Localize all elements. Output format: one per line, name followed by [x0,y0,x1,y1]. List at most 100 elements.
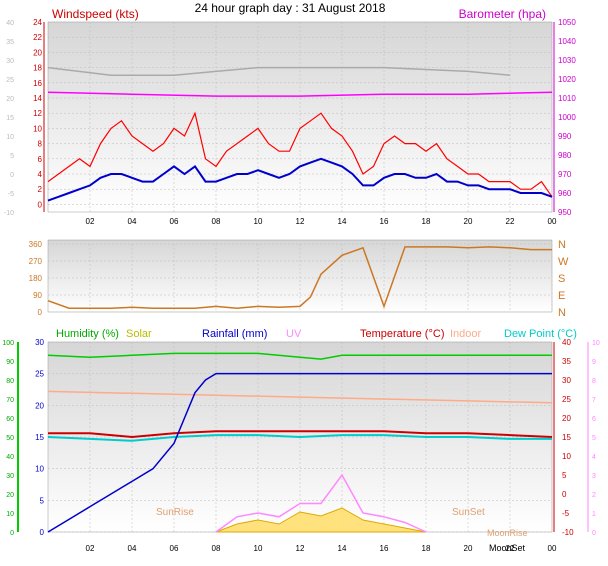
rain-tick-label: 0 [40,528,45,537]
wind-x-tick-label: 18 [422,217,431,226]
legend-entry: Indoor [450,328,482,340]
temperature-tick-label: 10 [562,452,571,461]
climate-x-tick-label: 08 [212,544,221,553]
humidity-tick-label: 70 [6,397,14,404]
barometer-tick-label: 990 [558,132,572,141]
compass-label: N [558,307,566,319]
wind-x-tick-label: 02 [86,217,95,226]
barometer-tick-label: 1040 [558,37,576,46]
moonset-label: MoonSet [489,543,526,553]
windspeed-axis-label: Windspeed (kts) [52,7,139,21]
windspeed-tick-label: 12 [33,109,42,118]
wind-series-line [47,66,511,76]
uv-tick-label: 2 [592,492,596,499]
climate-x-tick-label: 02 [86,544,95,553]
climate-x-tick-label: 16 [380,544,389,553]
humidity-tick-label: 30 [6,473,14,480]
windspeed-tick-label: 22 [33,33,42,42]
legend-entry: Temperature (°C) [360,328,444,340]
humidity-tick-label: 100 [2,340,14,347]
climate-x-tick-label: 10 [254,544,263,553]
compass-label: E [558,290,565,302]
outer-scale-tick-label: 20 [6,96,14,103]
uv-tick-label: 9 [592,359,596,366]
wind-x-tick-label: 16 [380,217,389,226]
rain-tick-label: 30 [35,338,44,347]
direction-series-line [47,246,552,309]
windspeed-tick-label: 16 [33,79,42,88]
humidity-tick-label: 90 [6,359,14,366]
climate-series [47,352,553,533]
humidity-tick-label: 80 [6,378,14,385]
wind-series-line [47,157,553,202]
temperature-tick-label: 35 [562,357,571,366]
outer-scale-tick-label: 30 [6,58,14,65]
barometer-tick-label: 950 [558,208,572,217]
legend-entry: Dew Point (°C) [504,328,577,340]
outer-scale-tick-label: -5 [8,191,14,198]
wind-x-tick-label: 22 [506,217,515,226]
climate-series-line [215,473,427,533]
barometer-tick-label: 980 [558,151,572,160]
climate-x-tick-label: 14 [338,544,347,553]
wind-series-line [47,111,553,198]
climate-x-tick-label: 04 [128,544,137,553]
humidity-tick-label: 20 [6,492,14,499]
wind-axes: 024681012141618202224-10-505101520253035… [4,18,576,226]
uv-tick-label: 6 [592,416,596,423]
uv-tick-label: 10 [592,340,600,347]
compass-label: N [558,239,566,251]
outer-scale-tick-label: 0 [10,172,14,179]
direction-tick-label: 270 [29,257,43,266]
climate-x-tick-label: 06 [170,544,179,553]
barometer-axis-label: Barometer (hpa) [459,7,546,21]
direction-tick-label: 0 [38,308,43,317]
humidity-tick-label: 40 [6,454,14,461]
outer-scale-tick-label: 10 [6,134,14,141]
chart-title: 24 hour graph day : 31 August 2018 [195,1,386,15]
legend-entry: Humidity (%) [56,328,119,340]
legend-entry: UV [286,328,302,340]
barometer-tick-label: 1050 [558,18,576,27]
outer-scale-tick-label: 40 [6,20,14,27]
uv-tick-label: 4 [592,454,596,461]
windspeed-tick-label: 8 [38,140,43,149]
outer-scale-tick-label: 25 [6,77,14,84]
temperature-tick-label: -10 [562,528,574,537]
climate-series-line [47,352,552,360]
wind-x-tick-label: 20 [464,217,473,226]
climate-x-tick-label: 00 [548,544,557,553]
temperature-tick-label: 0 [562,490,567,499]
barometer-tick-label: 1010 [558,94,576,103]
humidity-tick-label: 50 [6,435,14,442]
direction-tick-label: 90 [33,291,42,300]
climate-x-tick-label: 18 [422,544,431,553]
direction-tick-label: 360 [29,240,43,249]
temperature-tick-label: 40 [562,338,571,347]
rain-tick-label: 20 [35,401,44,410]
climate-series-line [47,372,552,533]
climate-legend: Humidity (%) Solar Rainfall (mm) UV Temperat… [56,328,577,340]
climate-axes: 0102030405060708090100051015202530-10-50… [2,338,600,553]
sunrise-label: SunRise [156,507,194,518]
wind-x-tick-label: 10 [254,217,263,226]
wind-x-tick-label: 06 [170,217,179,226]
sunset-label: SunSet [452,507,485,518]
rain-tick-label: 25 [35,370,44,379]
uv-tick-label: 8 [592,378,596,385]
rain-tick-label: 15 [35,433,44,442]
uv-tick-label: 5 [592,435,596,442]
outer-scale-tick-label: 35 [6,39,14,46]
windspeed-tick-label: 4 [38,170,43,179]
direction-grid [48,243,553,313]
climate-series-line [47,434,552,442]
temperature-tick-label: 25 [562,395,571,404]
outer-scale-tick-label: 5 [10,153,14,160]
windspeed-tick-label: 0 [38,200,43,209]
solar-area [215,507,427,533]
climate-x-tick-label: 12 [296,544,305,553]
temperature-tick-label: 15 [562,433,571,442]
